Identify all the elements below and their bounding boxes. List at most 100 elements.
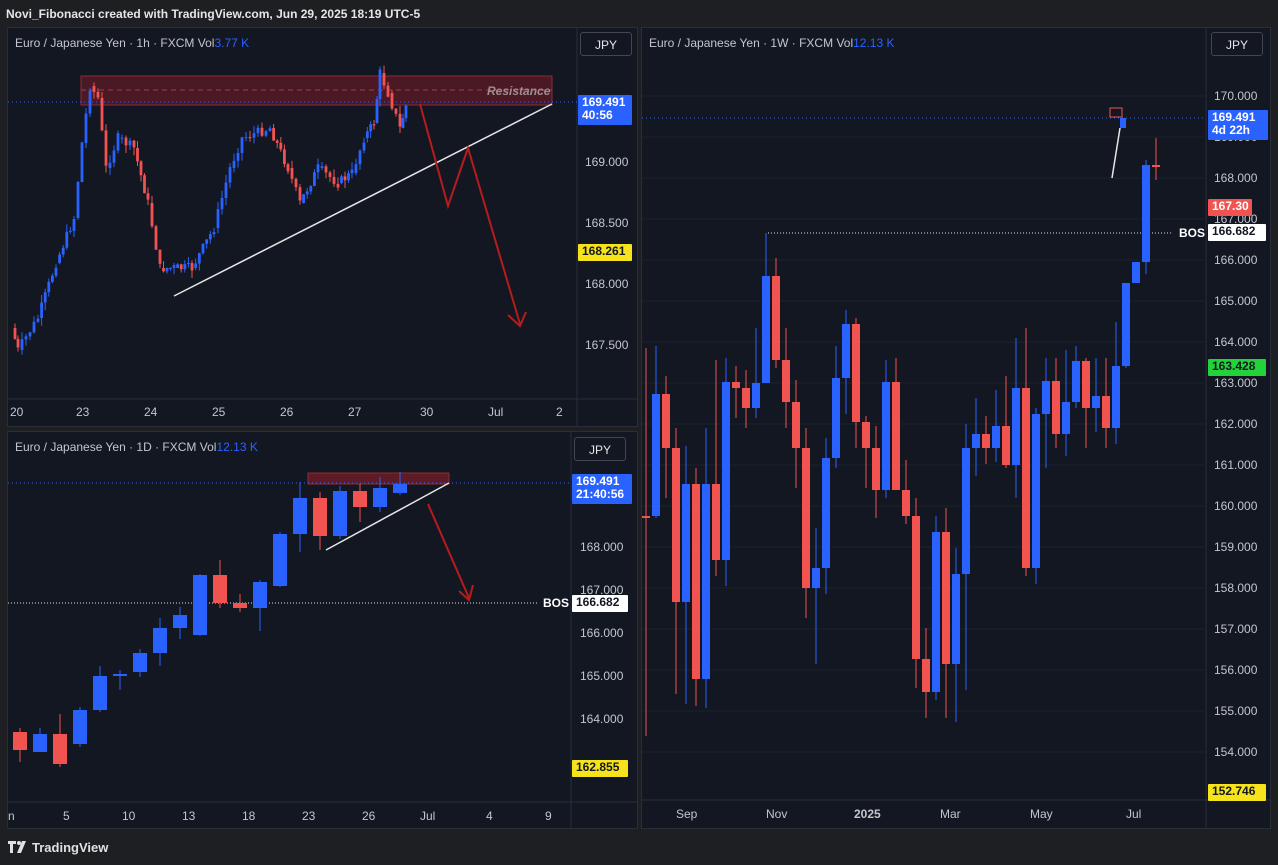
candle-1h-candle	[32, 321, 36, 333]
candle-1h-candle	[375, 99, 379, 123]
candle-1h-candle	[20, 339, 24, 350]
price-label-1d: 168.000	[580, 540, 624, 554]
candle-1w	[952, 574, 960, 664]
candle-1h-candle	[36, 318, 40, 322]
bos-price-tag-1w-bg	[1208, 224, 1266, 241]
price-tag-red-1w-bg	[1208, 199, 1252, 216]
candle-1h-candle	[313, 172, 316, 187]
candle-1h-candle	[343, 176, 347, 181]
candle-1h-candle	[150, 203, 154, 227]
candle-1d	[173, 615, 187, 628]
candle-1h-candle	[320, 166, 324, 168]
candle-1h-candle	[51, 275, 54, 282]
price-label-1w: 159.000	[1214, 540, 1258, 554]
time-label-1d: 23	[302, 809, 316, 823]
time-label-1d: Jul	[420, 809, 435, 823]
candle-1h-candle	[72, 219, 76, 231]
candle-1h-candle	[16, 338, 20, 348]
candle-1h-candle	[165, 267, 169, 272]
candle-1h-candle	[386, 85, 390, 97]
chart-1d-canvas[interactable]: BOS 168.000 167.000 166.000 165.000 164.000 16…	[8, 432, 638, 829]
bos-label-1d: BOS	[543, 596, 569, 610]
currency-button-1w[interactable]: JPY	[1211, 32, 1263, 56]
price-tag-1d-bg	[572, 760, 628, 777]
price-label-1d: 166.000	[580, 626, 624, 640]
candle-1h-candle	[88, 90, 92, 114]
candle-1h-candle	[187, 263, 190, 265]
time-label-1w: Jul	[1126, 807, 1141, 821]
candle-1d	[153, 628, 167, 653]
ascending-trendline	[173, 103, 553, 297]
price-label-1d: 164.000	[580, 712, 624, 726]
chart-1h-canvas[interactable]: Resistance 169.000 168.500 168.000 167.500 16…	[8, 28, 638, 427]
chart-1w-canvas[interactable]: 170.000169.000168.000167.000166.000165.0…	[642, 28, 1271, 829]
candle-1w	[922, 659, 930, 692]
tradingview-branding[interactable]: TradingView	[8, 840, 108, 856]
price-label-1w: 165.000	[1214, 294, 1258, 308]
candle-1w	[812, 568, 820, 588]
last-price-tag-1d: 169.491	[576, 474, 620, 488]
candle-1h-candle	[279, 142, 283, 150]
candle-1h-candle	[347, 173, 350, 181]
price-label-1h: 168.500	[585, 216, 629, 230]
candle-1h-candle	[158, 249, 162, 264]
candle-1w	[1142, 165, 1150, 262]
candle-1h-candle	[236, 152, 240, 161]
price-label-1d: 167.000	[580, 583, 624, 597]
candle-1w	[982, 434, 990, 448]
last-price-tag-1d-bg	[572, 474, 632, 504]
candle-1h-candle	[69, 230, 72, 232]
currency-button-1h[interactable]: JPY	[580, 32, 632, 56]
price-label-1w: 154.000	[1214, 745, 1258, 759]
candle-1w	[772, 276, 780, 360]
candle-1h-candle	[275, 140, 279, 143]
candle-1h-candle	[240, 137, 244, 153]
candle-1h-candle	[205, 239, 209, 244]
candle-1d	[273, 534, 287, 586]
volume-label-1h: Vol	[197, 36, 215, 50]
candle-1w	[762, 276, 770, 383]
price-label-1w: 156.000	[1214, 663, 1258, 677]
candle-1h-candle	[358, 150, 362, 165]
chart-panel-1d[interactable]: BOS 168.000 167.000 166.000 165.000 164.000 16…	[7, 431, 638, 829]
candle-1h-candle	[143, 175, 146, 194]
price-label-1w: 157.000	[1214, 622, 1258, 636]
chart-caption: Novi_Fibonacci created with TradingView.…	[6, 7, 421, 21]
candle-1h-candle	[169, 267, 172, 269]
candle-1w	[842, 324, 850, 378]
price-tag-bottom-1w: 152.746	[1212, 784, 1256, 798]
candle-1h-candle	[302, 194, 305, 203]
candle-1d	[313, 498, 327, 536]
candle-1h-candle	[13, 328, 17, 339]
candle-1h-candle	[283, 149, 286, 165]
candle-1w	[832, 378, 840, 458]
chart-panel-1h[interactable]: Resistance 169.000 168.500 168.000 167.500 16…	[7, 27, 638, 427]
candle-1h-candle	[298, 187, 302, 201]
candle-1h-candle	[104, 130, 108, 166]
price-label-1w: 161.000	[1214, 458, 1258, 472]
candle-1h-candle	[252, 133, 256, 138]
candle-1w	[752, 383, 760, 408]
candle-1h-candle	[112, 150, 116, 163]
candle-1d	[373, 488, 387, 507]
candle-1h-candle	[390, 93, 394, 109]
candle-1h-candle	[146, 193, 150, 200]
candle-1w	[972, 434, 980, 448]
candle-1w	[822, 458, 830, 568]
symbol-name-1h: Euro / Japanese Yen · 1h · FXCM	[15, 36, 195, 50]
last-price-tag-1w-sub: 4d 22h	[1212, 123, 1250, 137]
time-label-1d: 26	[362, 809, 376, 823]
candle-1h-candle	[128, 140, 132, 146]
chart-panel-1w[interactable]: 170.000169.000168.000167.000166.000165.0…	[641, 27, 1271, 829]
candle-1d	[53, 734, 67, 764]
candle-1h-candle	[244, 137, 248, 139]
resistance-label: Resistance	[487, 84, 551, 98]
last-price-tag-1h-bg	[578, 95, 632, 125]
candle-1h-candle	[216, 209, 220, 228]
currency-button-1d[interactable]: JPY	[574, 437, 626, 461]
candle-1h-candle	[84, 113, 88, 143]
last-price-tag-1h: 169.491	[582, 95, 626, 109]
last-price-tag-1d-sub: 21:40:56	[576, 487, 624, 501]
candle-1h-candle	[316, 164, 320, 173]
candle-1h-candle	[61, 247, 65, 255]
